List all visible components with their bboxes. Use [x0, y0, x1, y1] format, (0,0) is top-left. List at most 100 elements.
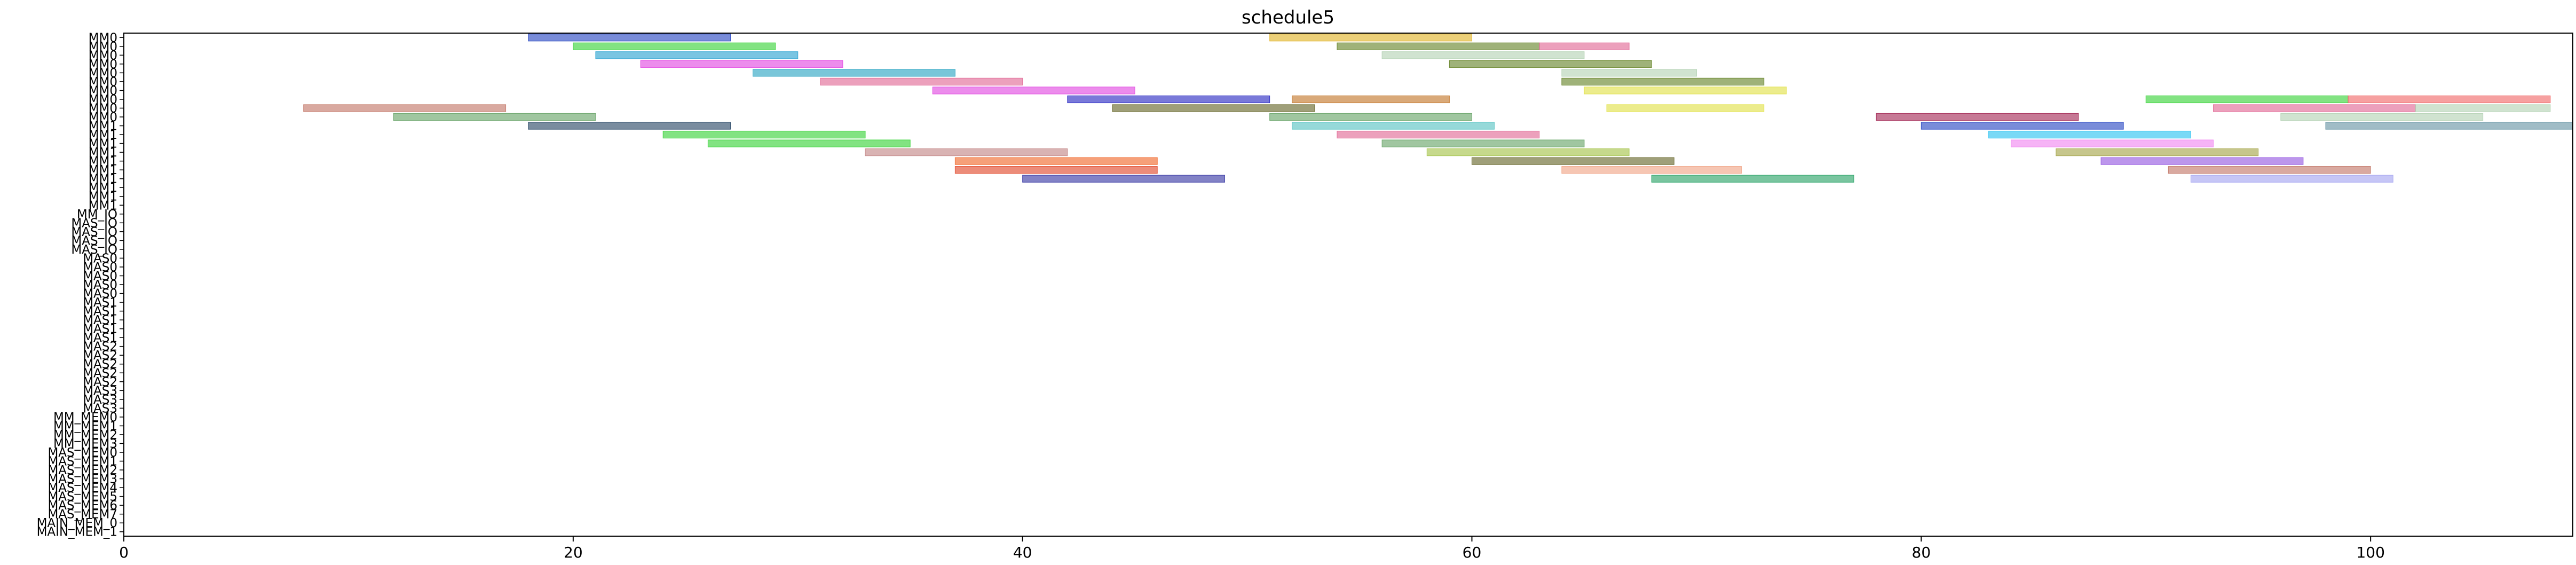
schedule-bar — [1876, 113, 2079, 121]
schedule-bar — [2056, 148, 2259, 156]
schedule-bar — [640, 60, 843, 68]
y-tick-label: MAS2 — [83, 375, 117, 389]
y-tick-label: MAS2 — [83, 358, 117, 372]
y-tick-label: MAS3 — [83, 402, 117, 415]
y-tick-label: MM_MEM2 — [53, 428, 117, 442]
schedule-bar — [707, 139, 911, 147]
y-tick-label: MAS_IO — [71, 216, 117, 230]
chart-title: schedule5 — [1242, 7, 1334, 28]
y-tick-label: MM0 — [89, 84, 117, 98]
schedule-bar — [1022, 175, 1226, 183]
schedule-bar — [1112, 104, 1315, 112]
bars-layer — [303, 34, 2573, 183]
schedule-bar — [1606, 104, 1765, 112]
schedule-bar — [1381, 51, 1585, 59]
schedule-bar — [1584, 87, 1787, 95]
schedule-bar — [1337, 42, 1540, 50]
y-tick-label: MAS1 — [83, 296, 117, 310]
schedule-bar — [528, 34, 731, 42]
schedule-bar — [1292, 95, 1450, 104]
x-tick-label: 80 — [1912, 544, 1931, 561]
y-tick-label: MAS_MEM2 — [48, 464, 117, 477]
y-tick-label: MM1 — [89, 128, 117, 142]
y-tick-label: MAS_MEM3 — [48, 473, 117, 486]
y-tick-label: MAS0 — [83, 261, 117, 274]
schedule-bar — [2213, 104, 2416, 112]
y-axis: MM0MM0MM0MM0MM0MM0MM0MM0MM0MM0MM1MM1MM1M… — [37, 31, 124, 539]
schedule-bar — [1561, 166, 1742, 174]
y-tick-label: MM0 — [89, 75, 117, 89]
schedule-bar — [1269, 113, 1473, 121]
y-tick-label: MM0 — [89, 49, 117, 62]
x-axis: 0 20 40 60 80 100 — [119, 536, 2385, 561]
schedule-bar — [1921, 122, 2124, 130]
schedule-bar — [1067, 95, 1270, 104]
schedule-bar — [1472, 157, 1674, 165]
y-tick-label: MAIN_MEM_0 — [37, 516, 117, 530]
schedule-bar — [2011, 139, 2214, 147]
y-tick-label: MAS0 — [83, 252, 117, 265]
y-tick-label: MM1 — [89, 137, 117, 151]
y-tick-label: MM1 — [89, 181, 117, 195]
y-tick-label: MAS_MEM7 — [48, 508, 117, 522]
y-tick-label: MAS0 — [83, 278, 117, 292]
schedule-bar — [1292, 122, 1495, 130]
y-tick-label: MM_MEM3 — [53, 437, 117, 451]
schedule-bar — [2325, 122, 2573, 130]
y-tick-label: MAS2 — [83, 340, 117, 354]
y-tick-label: MAS_IO — [71, 225, 117, 239]
schedule-bar — [865, 148, 1068, 156]
schedule-bar — [1337, 130, 1540, 139]
schedule-bar — [2415, 104, 2551, 112]
schedule-bar — [1269, 34, 1473, 42]
y-tick-label: MAS3 — [83, 393, 117, 407]
y-tick-label: MM1 — [89, 120, 117, 134]
x-tick-label: 20 — [564, 544, 583, 561]
schedule-bar — [573, 42, 776, 50]
y-tick-label: MM_MEM0 — [53, 411, 117, 425]
schedule-bar — [2168, 166, 2371, 174]
schedule-bar — [1426, 148, 1630, 156]
schedule-bar — [1449, 60, 1652, 68]
schedule-bar — [932, 87, 1135, 95]
schedule-bar — [2100, 157, 2304, 165]
y-tick-label: MM1 — [89, 163, 117, 177]
y-tick-label: MM1 — [89, 190, 117, 204]
y-tick-label: MAS_MEM6 — [48, 499, 117, 513]
y-tick-label: MAS_MEM0 — [48, 446, 117, 460]
y-tick-label: MM_MEM1 — [53, 419, 117, 433]
schedule-bar — [753, 69, 955, 77]
y-tick-label: MM0 — [89, 58, 117, 72]
schedule-bar — [528, 122, 731, 130]
schedule-bar — [303, 104, 507, 112]
x-tick-label: 60 — [1463, 544, 1482, 561]
y-tick-label: MM0 — [89, 66, 117, 80]
y-tick-label: MM1 — [89, 146, 117, 160]
schedule-bar — [820, 77, 1023, 85]
y-tick-label: MAS2 — [83, 366, 117, 380]
y-tick-label: MM0 — [89, 101, 117, 115]
schedule-bar — [2348, 95, 2551, 104]
schedule-bar — [1381, 139, 1585, 147]
y-tick-label: MM0 — [89, 93, 117, 107]
y-tick-label: MAS_MEM5 — [48, 490, 117, 504]
y-tick-label: MAIN_MEM_1 — [37, 525, 117, 539]
y-tick-label: MAS_MEM1 — [48, 455, 117, 469]
y-tick-label: MM1 — [89, 199, 117, 213]
y-tick-label: MAS_MEM4 — [48, 481, 117, 495]
schedule-bar — [1651, 175, 1854, 183]
y-tick-label: MAS0 — [83, 269, 117, 283]
y-tick-label: MM0 — [89, 111, 117, 124]
schedule-bar — [1539, 42, 1630, 50]
schedule-bar — [2280, 113, 2484, 121]
x-tick-label: 40 — [1013, 544, 1032, 561]
y-tick-label: MM1 — [89, 155, 117, 169]
y-tick-label: MAS1 — [83, 305, 117, 319]
y-tick-label: MAS_IO — [71, 243, 117, 257]
schedule-bar — [1561, 69, 1697, 77]
schedule-bar — [2190, 175, 2393, 183]
x-tick-label: 0 — [119, 544, 129, 561]
y-tick-label: MM1 — [89, 172, 117, 186]
